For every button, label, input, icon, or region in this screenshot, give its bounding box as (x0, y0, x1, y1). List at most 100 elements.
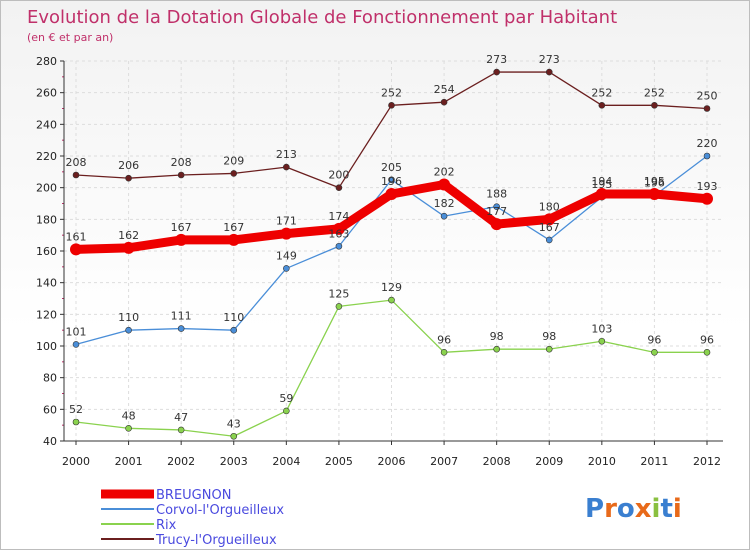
data-point-rix (598, 337, 606, 345)
data-point-breugnon (648, 188, 661, 200)
x-tick-label: 2011 (640, 455, 668, 468)
proxiti-logo: Proxiti (585, 494, 682, 524)
data-point-rix (440, 349, 448, 356)
data-label-trucy-l-orgueilleux: 273 (539, 53, 560, 66)
data-label-rix: 48 (122, 409, 136, 422)
data-label-breugnon: 195 (644, 175, 665, 188)
data-point-rix (703, 349, 711, 356)
y-tick-label: 120 (36, 308, 57, 321)
data-label-trucy-l-orgueilleux: 213 (276, 148, 297, 161)
data-point-rix (230, 432, 238, 440)
data-label-rix: 52 (69, 403, 83, 416)
data-point-breugnon (385, 188, 398, 200)
chart-title: Evolution de la Dotation Globale de Fonc… (27, 7, 617, 28)
x-tick-label: 2007 (430, 455, 458, 468)
data-point-trucy-l-orgueilleux (545, 68, 553, 76)
y-tick-label: 100 (36, 340, 57, 353)
data-point-rix (283, 407, 290, 415)
data-label-corvol-l-orgueilleux: 205 (381, 161, 402, 174)
y-tick-label: 260 (36, 87, 57, 100)
data-point-trucy-l-orgueilleux (125, 174, 132, 182)
data-label-trucy-l-orgueilleux: 273 (486, 53, 507, 66)
data-point-trucy-l-orgueilleux (388, 102, 395, 109)
data-label-breugnon: 174 (328, 210, 349, 223)
data-point-corvol-l-orgueilleux (493, 203, 500, 210)
data-point-rix (72, 418, 80, 426)
x-tick-label: 2006 (378, 455, 406, 468)
data-point-rix (545, 345, 553, 353)
y-tick-label: 280 (36, 55, 57, 68)
data-label-rix: 59 (279, 392, 293, 405)
data-label-rix: 98 (542, 330, 556, 343)
data-label-breugnon: 167 (171, 221, 192, 234)
data-point-breugnon (543, 213, 556, 226)
data-label-rix: 125 (328, 287, 349, 300)
data-point-trucy-l-orgueilleux (598, 102, 606, 109)
data-point-trucy-l-orgueilleux (440, 98, 448, 106)
logo-text: Proxiti (585, 494, 682, 524)
data-point-corvol-l-orgueilleux (388, 176, 395, 184)
data-point-trucy-l-orgueilleux (230, 170, 238, 177)
data-label-corvol-l-orgueilleux: 195 (591, 178, 612, 191)
logo-letter: r (604, 494, 617, 524)
y-tick-label: 220 (36, 150, 57, 163)
axes: 40 60 80 100 120 140 160 180 200 220 240 260 280 2000… (36, 55, 723, 468)
data-label-rix: 96 (700, 333, 714, 346)
data-point-corvol-l-orgueilleux (335, 242, 343, 250)
data-point-corvol-l-orgueilleux (440, 212, 448, 220)
data-point-corvol-l-orgueilleux (125, 326, 132, 334)
data-label-rix: 103 (591, 322, 612, 335)
data-point-rix (125, 425, 132, 432)
legend: BREUGNONCorvol-l'OrgueilleuxRixTrucy-l'O… (101, 488, 284, 548)
data-label-rix: 96 (647, 333, 661, 346)
data-point-rix (335, 303, 343, 310)
data-label-breugnon: 193 (697, 180, 718, 193)
data-label-trucy-l-orgueilleux: 252 (591, 86, 612, 99)
x-tick-label: 2008 (483, 455, 511, 468)
x-tick-label: 2002 (167, 455, 195, 468)
data-label-breugnon: 162 (118, 229, 139, 242)
legend-label-corvol-l-orgueilleux: Corvol-l'Orgueilleux (156, 503, 284, 518)
data-label-trucy-l-orgueilleux: 206 (118, 159, 139, 172)
y-tick-label: 140 (36, 277, 57, 290)
data-point-rix (493, 345, 500, 353)
data-point-corvol-l-orgueilleux (283, 265, 290, 272)
data-label-trucy-l-orgueilleux: 252 (644, 86, 665, 99)
data-label-breugnon: 202 (434, 166, 455, 179)
y-tick-label: 200 (36, 182, 57, 195)
data-point-rix (651, 349, 658, 356)
x-tick-label: 2005 (325, 455, 353, 468)
data-point-trucy-l-orgueilleux (651, 102, 658, 109)
data-label-trucy-l-orgueilleux: 200 (328, 169, 349, 182)
data-point-trucy-l-orgueilleux (493, 68, 500, 76)
data-label-rix: 98 (490, 330, 504, 343)
data-point-breugnon (332, 222, 345, 235)
y-tick-label: 160 (36, 245, 57, 258)
x-tick-label: 2004 (272, 455, 300, 468)
data-point-breugnon (701, 192, 713, 205)
y-tick-label: 60 (43, 403, 57, 416)
x-tick-label: 2010 (588, 455, 616, 468)
x-tick-label: 2001 (115, 455, 143, 468)
legend-label-rix: Rix (156, 518, 177, 533)
data-label-rix: 129 (381, 281, 402, 294)
y-tick-label: 180 (36, 213, 57, 226)
data-point-rix (388, 296, 395, 304)
data-label-trucy-l-orgueilleux: 209 (223, 154, 244, 167)
data-point-breugnon (438, 178, 451, 191)
logo-letter: i (673, 494, 682, 524)
data-label-rix: 47 (174, 411, 188, 424)
data-label-corvol-l-orgueilleux: 163 (328, 227, 349, 240)
y-tick-label: 80 (43, 372, 57, 385)
data-label-breugnon: 161 (66, 230, 87, 243)
data-label-breugnon: 171 (276, 215, 297, 228)
data-label-corvol-l-orgueilleux: 196 (644, 177, 665, 190)
data-label-corvol-l-orgueilleux: 220 (697, 137, 718, 150)
y-tick-label: 240 (36, 118, 57, 131)
data-point-breugnon (70, 243, 82, 256)
data-point-trucy-l-orgueilleux (283, 163, 290, 171)
x-tick-label: 2009 (535, 455, 563, 468)
data-point-trucy-l-orgueilleux (335, 184, 343, 191)
